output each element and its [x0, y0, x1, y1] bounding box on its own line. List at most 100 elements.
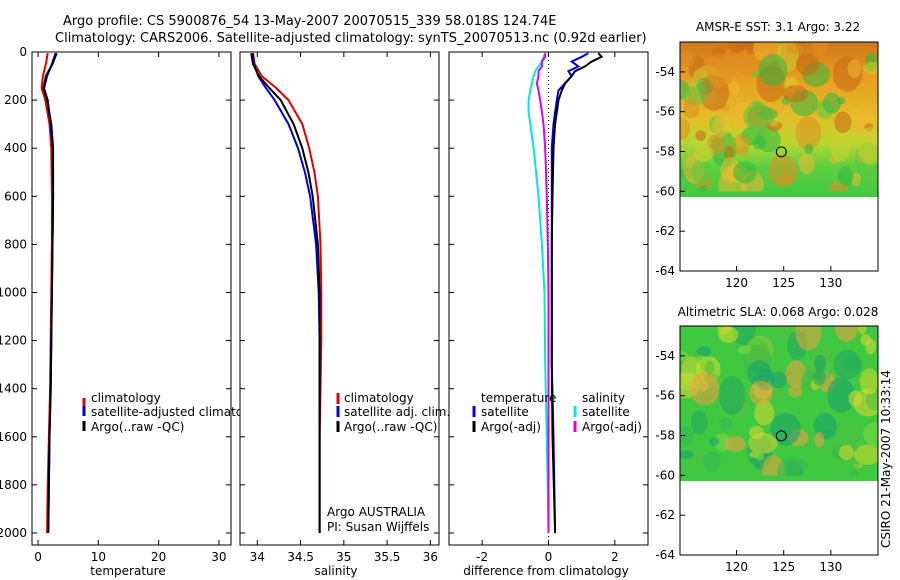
- map-texture-cell: [864, 326, 878, 334]
- map-texture-cell: [717, 326, 732, 335]
- map-texture-cell: [827, 377, 855, 413]
- y-tick-label: 600: [4, 189, 27, 203]
- map-texture-cell: [804, 143, 814, 155]
- map-texture-cell: [833, 349, 862, 380]
- salinity-legend: climatology satellite adj. clim. Argo(..…: [327, 391, 450, 534]
- map-texture-cell: [754, 399, 774, 426]
- legend-satellite-adj: satellite adj. clim.: [344, 405, 450, 419]
- series-line-salinity-argo-adj-: [535, 53, 550, 533]
- x-tick-label: 0: [34, 550, 42, 564]
- y-tick-label: 800: [4, 237, 27, 251]
- x-tick-label: 30: [211, 550, 226, 564]
- map-texture-cell: [758, 54, 788, 87]
- map-texture-cell: [712, 115, 729, 138]
- series-line-temperature-argo-adj-: [550, 52, 604, 534]
- temperature-legend: climatology satellite-adjusted climatolo…: [82, 391, 269, 434]
- map-texture-cell: [680, 450, 694, 460]
- sst-map-title: AMSR-E SST: 3.1 Argo: 3.22: [696, 20, 860, 34]
- sst-map-ticks: 120 125 130 -54 -56 -58 -60 -62 -64: [655, 65, 842, 290]
- annotation-argo-australia: Argo AUSTRALIA: [327, 505, 426, 519]
- map-texture-cell: [834, 111, 852, 134]
- y-tick-label: -56: [655, 105, 675, 119]
- y-tick-label: 1600: [0, 430, 27, 444]
- temperature-plot: 0 10 20 30 0 200 400 600 800 1000 1200 1400 1600 1800…: [0, 45, 231, 564]
- y-tick-label: -60: [655, 468, 675, 482]
- series-line-argo-raw-qc-: [42, 52, 58, 534]
- sla-map-axes: [679, 325, 879, 556]
- map-texture-cell: [863, 422, 878, 447]
- map-texture-cell: [863, 61, 878, 75]
- x-tick-label: 125: [772, 560, 795, 574]
- map-texture-cell: [734, 42, 745, 52]
- map-texture-cell: [829, 130, 851, 162]
- map-texture-cell: [795, 116, 822, 151]
- difference-xlabel: difference from climatology: [463, 564, 629, 578]
- map-texture-cell: [786, 42, 804, 54]
- map-texture-cell: [795, 326, 822, 351]
- map-texture-cell: [857, 127, 878, 166]
- salinity-xlabel: salinity: [314, 564, 357, 578]
- sla-map-ticks: 120 125 130 -54 -56 -58 -60 -62 -64: [655, 349, 842, 574]
- x-tick-label: 0: [545, 550, 553, 564]
- salinity-axes: [239, 51, 440, 546]
- difference-plot: -2 0 2: [449, 51, 648, 564]
- map-texture-cell: [814, 432, 825, 448]
- map-texture-cell: [812, 369, 826, 386]
- legend-argo: Argo(..raw -QC): [91, 420, 184, 434]
- legend-sal-satellite: satellite: [582, 405, 630, 419]
- y-tick-label: 1000: [0, 285, 27, 299]
- map-texture-cell: [777, 457, 801, 476]
- map-texture-cell: [687, 79, 697, 88]
- y-tick-label: 2000: [0, 526, 27, 540]
- difference-panel: -2 0 2 difference from climatology tempera…: [448, 51, 649, 578]
- x-tick-label: 2: [611, 550, 619, 564]
- y-tick-label: 0: [19, 45, 27, 59]
- y-tick-label: -56: [655, 389, 675, 403]
- map-texture-cell: [680, 50, 696, 67]
- x-tick-label: 20: [151, 550, 166, 564]
- map-texture-cell: [847, 59, 862, 78]
- map-texture-cell: [743, 102, 773, 131]
- map-texture-cell: [838, 444, 854, 461]
- y-tick-label: 400: [4, 141, 27, 155]
- y-tick-label: -54: [655, 349, 675, 363]
- series-line-argo-raw-qc-: [250, 53, 321, 533]
- map-texture-cell: [848, 390, 863, 407]
- y-tick-label: -64: [655, 548, 675, 562]
- map-texture-cell: [691, 451, 707, 470]
- map-texture-cell: [718, 375, 746, 415]
- map-texture-cell: [696, 346, 712, 358]
- title-line2: Climatology: CARS2006. Satellite-adjuste…: [55, 31, 647, 46]
- y-tick-label: -64: [655, 264, 675, 278]
- map-texture-cell: [838, 166, 854, 186]
- difference-legend: temperature satellite Argo(-adj) salinit…: [472, 391, 642, 434]
- map-texture-cell: [782, 85, 809, 103]
- y-tick-label: -58: [655, 429, 675, 443]
- map-texture-cell: [724, 436, 747, 452]
- map-texture-cell: [851, 172, 861, 187]
- title-line1: Argo profile: CS 5900876_54 13-May-2007 …: [63, 14, 556, 29]
- map-texture-cell: [857, 326, 867, 335]
- legend-sal-argo: Argo(-adj): [582, 420, 642, 434]
- map-texture-cell: [737, 345, 752, 355]
- map-texture-cell: [748, 432, 778, 454]
- map-texture-cell: [695, 130, 706, 142]
- sst-map-panel: AMSR-E SST: 3.1 Argo: 3.22 120 125 130 -54 -…: [655, 20, 879, 290]
- map-texture-cell: [768, 154, 798, 188]
- map-texture-cell: [833, 426, 861, 455]
- map-texture-cell: [732, 134, 750, 156]
- argo-position-marker: [775, 430, 787, 442]
- map-texture-cell: [680, 425, 694, 446]
- x-tick-label: 130: [819, 560, 842, 574]
- legend-salinity-title: salinity: [582, 391, 625, 405]
- map-texture-cell: [736, 48, 758, 76]
- map-texture-cell: [690, 372, 720, 406]
- map-texture-cell: [752, 135, 767, 150]
- temperature-axes: [31, 51, 232, 546]
- map-texture-cell: [704, 360, 715, 375]
- y-tick-label: -58: [655, 145, 675, 159]
- series-line-salinity-satellite: [527, 52, 550, 534]
- map-texture-cell: [691, 410, 708, 435]
- sla-map-title: Altimetric SLA: 0.068 Argo: 0.028: [678, 305, 879, 319]
